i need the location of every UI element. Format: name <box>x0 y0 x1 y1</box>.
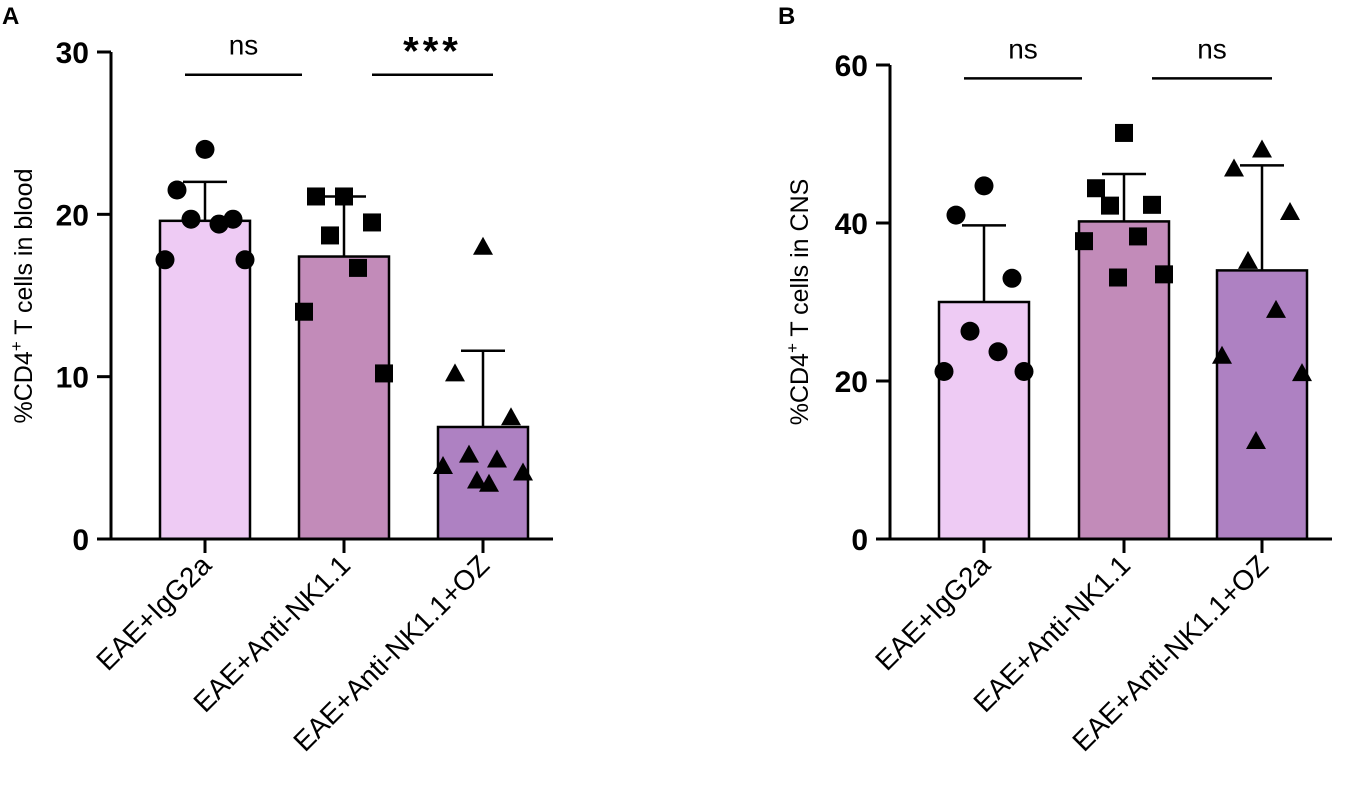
panel-a-error-bar-3 <box>461 349 505 427</box>
panel-a-point-2-3 <box>363 213 381 232</box>
panel-b-error-bar-1 <box>962 224 1006 302</box>
panel-b-comparison-label-2: ns <box>1197 33 1227 64</box>
panel-a-point-3-2 <box>445 363 465 382</box>
panel-b-point-2-2 <box>1087 179 1105 198</box>
panel-a-ytick-label-20: 20 <box>56 199 89 232</box>
panel-b-point-3-7 <box>1292 363 1312 382</box>
panel-a-point-3-9 <box>479 473 499 492</box>
panel-a-ytick-label-30: 30 <box>56 37 89 70</box>
panel-a-point-2-5 <box>349 258 367 277</box>
panel-a-point-3-5 <box>487 449 507 468</box>
panel-b-point-2-8 <box>1109 268 1127 287</box>
panel-b-point-3-5 <box>1266 299 1286 318</box>
panel-a-point-2-6 <box>295 302 313 321</box>
panel-b-comparison-label-1: ns <box>1008 33 1038 64</box>
panel-a-point-2-7 <box>375 364 393 383</box>
panel-a-bar-2 <box>297 255 391 541</box>
panel-b-error-bar-2 <box>1102 172 1146 222</box>
panel-a-point-2-1 <box>335 187 353 206</box>
panel-a-point-2-4 <box>321 226 339 245</box>
panel-b: B %CD4+ T cells in CNS 0204060EAE+IgG2aE… <box>778 3 1332 757</box>
panel-b-ytick-label-20: 20 <box>835 366 868 399</box>
panel-a-point-1-5 <box>209 214 229 234</box>
panel-a-bar-1 <box>158 219 252 541</box>
panel-a-point-3-1 <box>473 236 493 255</box>
panel-a-error-bar-1 <box>183 180 227 221</box>
panel-b-point-1-1 <box>974 176 994 196</box>
panel-a-point-3-4 <box>459 444 479 463</box>
panel-b-ytick-label-40: 40 <box>835 208 868 241</box>
panel-a-ytick-label-0: 0 <box>72 524 89 557</box>
panel-b-point-3-4 <box>1238 250 1258 269</box>
panel-b-point-1-4 <box>960 321 980 341</box>
panel-b-point-2-5 <box>1129 227 1147 246</box>
panel-b-point-2-6 <box>1075 232 1093 251</box>
panel-b-ylabel: %CD4+ T cells in CNS <box>783 179 814 426</box>
panel-b-point-2-3 <box>1143 195 1161 214</box>
panel-a: A %CD4+ T cells in blood 0 10 20 30 EAE+IgG2… <box>2 3 553 757</box>
panel-b-point-1-3 <box>1002 268 1022 288</box>
panel-b-point-1-2 <box>946 205 966 225</box>
panel-b-category-label-1: EAE+IgG2a <box>869 549 996 676</box>
panel-b-point-1-5 <box>988 342 1008 362</box>
panel-b-ytick-label-0: 0 <box>851 524 868 557</box>
panel-a-ylabel: %CD4+ T cells in blood <box>7 169 38 424</box>
panel-b-letter: B <box>778 3 795 30</box>
panel-a-plot: 0102030EAE+IgG2aEAE+Anti-NK1.1EAE+Anti-N… <box>56 30 553 757</box>
panel-b-bar-3 <box>1215 269 1309 541</box>
panel-a-point-3-6 <box>433 455 453 474</box>
panel-b-ytick-label-60: 60 <box>835 50 868 83</box>
panel-a-point-1-4 <box>181 209 201 229</box>
panel-a-point-3-3 <box>501 407 521 426</box>
panel-b-point-2-1 <box>1115 123 1133 142</box>
panel-a-ytick-label-10: 10 <box>56 362 89 395</box>
panel-b-error-bar-3 <box>1240 164 1284 271</box>
panel-a-comparison-label-1: ns <box>229 30 259 61</box>
panel-b-point-3-1 <box>1252 139 1272 158</box>
panel-b-point-3-3 <box>1280 201 1300 220</box>
panel-a-letter: A <box>2 3 19 30</box>
panel-b-point-3-6 <box>1212 345 1232 364</box>
panel-a-point-1-1 <box>195 139 215 159</box>
panel-b-point-3-8 <box>1246 431 1266 450</box>
panel-b-point-2-4 <box>1101 196 1119 215</box>
panel-a-point-1-7 <box>235 250 255 270</box>
panel-b-plot: 0204060EAE+IgG2aEAE+Anti-NK1.1EAE+Anti-N… <box>835 33 1332 757</box>
panel-a-point-1-6 <box>155 250 175 270</box>
panel-a-comparison-label-2: *** <box>403 30 462 74</box>
panel-a-point-3-8 <box>467 470 487 489</box>
panel-b-point-1-6 <box>934 362 954 382</box>
panel-b-bar-1 <box>937 300 1031 541</box>
panel-a-category-label-1: EAE+IgG2a <box>90 549 217 676</box>
panel-b-point-3-2 <box>1224 158 1244 177</box>
panel-a-point-2-2 <box>307 187 325 206</box>
panel-a-point-3-7 <box>513 462 533 481</box>
panel-b-point-2-7 <box>1155 265 1173 284</box>
panel-a-point-1-2 <box>167 180 187 200</box>
panel-b-point-1-7 <box>1014 362 1034 382</box>
